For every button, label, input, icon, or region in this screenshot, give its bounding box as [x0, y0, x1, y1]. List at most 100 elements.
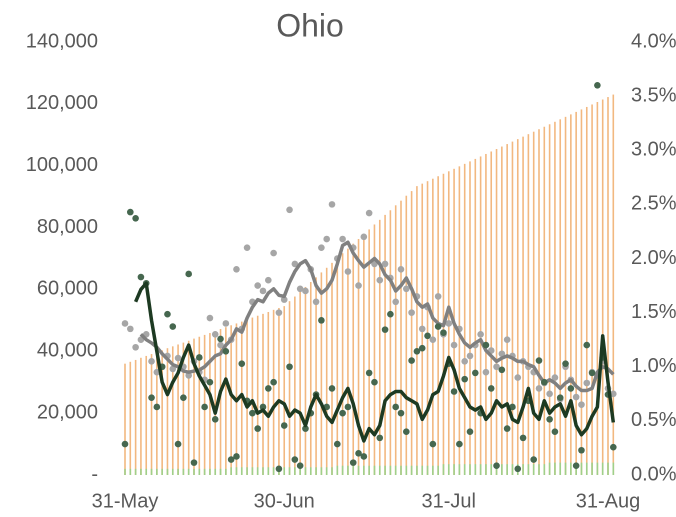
bar [177, 344, 179, 475]
dot [514, 465, 522, 473]
bar [331, 467, 333, 475]
bar [246, 319, 248, 475]
dot [429, 336, 437, 343]
bar [145, 468, 148, 475]
dot [434, 293, 442, 300]
y2-tick-label: 1.5% [631, 301, 676, 323]
dot [429, 440, 437, 448]
dot [556, 394, 564, 401]
bar [198, 468, 201, 475]
bar [166, 468, 169, 475]
dot [323, 235, 330, 243]
bar [331, 262, 333, 475]
bar [580, 109, 583, 475]
bar [177, 468, 179, 475]
dot [466, 352, 474, 360]
bar [193, 338, 195, 475]
bar [591, 104, 593, 476]
bar [299, 467, 301, 475]
dot [392, 298, 399, 306]
bar [559, 119, 562, 476]
line [134, 281, 616, 443]
dot [196, 354, 203, 361]
bar [209, 333, 211, 475]
bar [596, 102, 599, 475]
bar [320, 467, 323, 475]
bar [554, 462, 556, 475]
bar [150, 468, 153, 475]
dot [296, 462, 304, 470]
dot [365, 369, 373, 377]
bar [543, 464, 546, 475]
bar [601, 99, 604, 475]
dot [132, 343, 139, 351]
dot [185, 372, 192, 379]
bar [140, 357, 142, 475]
dot [403, 428, 410, 436]
dot [360, 453, 368, 460]
dot [493, 462, 500, 470]
bar [516, 139, 519, 475]
bar [485, 464, 487, 475]
bar [309, 467, 312, 475]
dot [206, 378, 214, 386]
dot [259, 403, 267, 411]
y2-tick-label: 4.0% [631, 30, 676, 52]
dot [217, 335, 224, 343]
dot [503, 336, 511, 343]
dot [243, 244, 251, 251]
bar [161, 350, 163, 475]
dot [418, 325, 426, 333]
y2-tick-label: 3.0% [631, 139, 676, 161]
dot [408, 357, 415, 364]
dot [365, 209, 373, 217]
bar [193, 468, 195, 475]
y-tick-label: - [91, 463, 98, 485]
bar [538, 129, 540, 475]
bar [511, 141, 514, 475]
bar [341, 253, 344, 475]
bar [182, 468, 185, 475]
dot [270, 249, 277, 257]
bar [469, 161, 471, 476]
bar [416, 465, 418, 475]
bar [129, 468, 132, 475]
dot [535, 385, 543, 392]
bar [384, 465, 386, 475]
bar [485, 153, 487, 475]
bar [410, 465, 413, 475]
dot [222, 347, 230, 355]
bar [341, 465, 344, 475]
bar [129, 361, 132, 475]
bar [283, 467, 286, 475]
dot [121, 320, 129, 327]
bar [352, 465, 355, 475]
dot [137, 273, 145, 281]
bar [256, 467, 259, 475]
bar [203, 468, 206, 475]
dot [217, 341, 224, 349]
dot [477, 330, 484, 338]
bar [368, 229, 370, 475]
dot [190, 459, 198, 466]
dot [238, 360, 246, 367]
dot [302, 287, 309, 295]
dot [572, 393, 580, 401]
dot [280, 296, 288, 303]
bar [315, 277, 317, 475]
bar [171, 346, 174, 475]
dot [222, 320, 230, 327]
bar [400, 200, 402, 475]
bar [320, 272, 323, 475]
bar [458, 464, 461, 475]
bar [421, 465, 424, 475]
bar [543, 126, 546, 475]
bar [299, 291, 301, 475]
bar [272, 467, 275, 475]
dot [381, 260, 389, 268]
bar [426, 181, 429, 475]
bar [288, 301, 291, 475]
dot [381, 326, 389, 333]
bar [235, 467, 238, 475]
